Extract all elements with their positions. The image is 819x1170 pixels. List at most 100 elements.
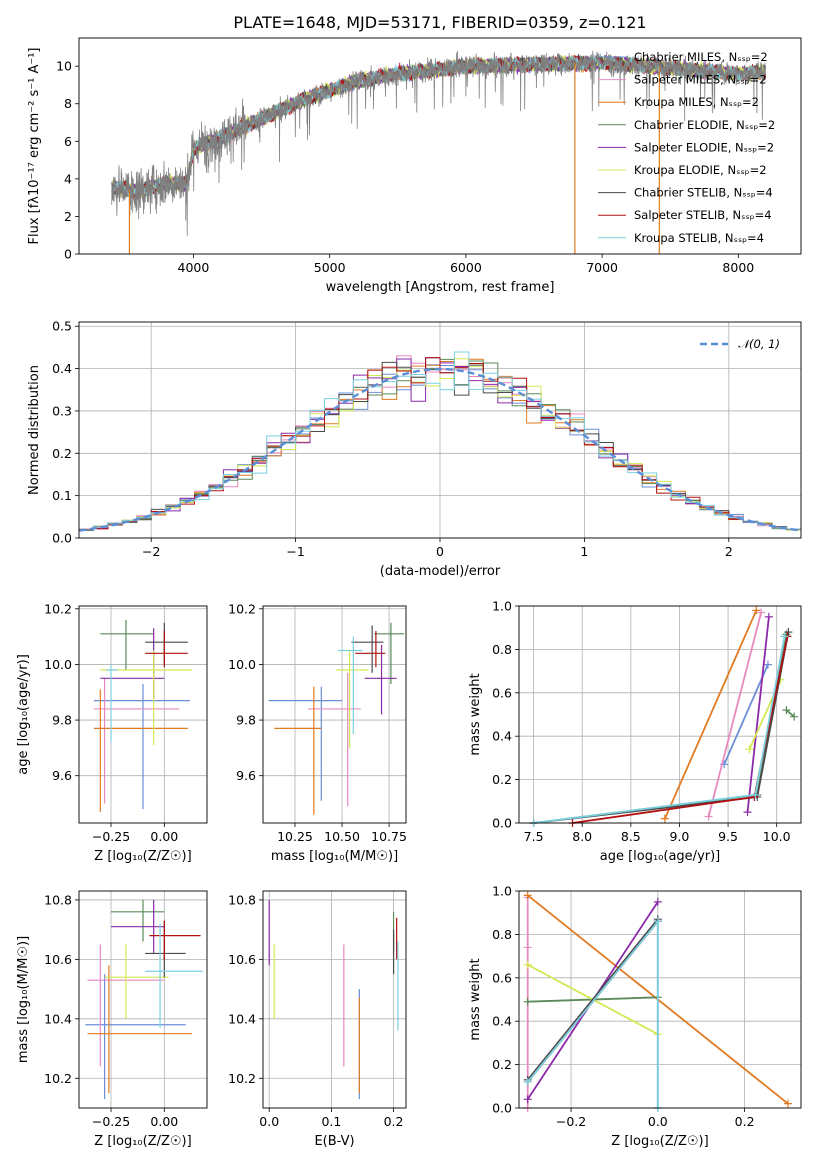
y-tick-label: 10.4 <box>228 1011 256 1026</box>
y-tick-label: 10.4 <box>44 1011 72 1026</box>
y-axis-label: mass weight <box>468 673 483 755</box>
weight-marker <box>523 960 532 969</box>
age-vs-Z-frame <box>78 605 208 824</box>
weight-line <box>527 918 659 1081</box>
x-tick-label: −0.2 <box>556 1114 586 1129</box>
x-tick-label: 0.1 <box>321 1114 341 1129</box>
x-tick-label: 2 <box>725 544 733 559</box>
x-tick-label: 8000 <box>722 260 754 275</box>
x-axis-label: age [log₁₀(age/yr)] <box>600 849 721 864</box>
x-tick-label: 4000 <box>178 260 210 275</box>
weight-line <box>785 709 795 718</box>
y-tick-label: 1.0 <box>492 884 512 899</box>
weight-marker <box>660 814 669 823</box>
y-tick-label: 0.8 <box>492 642 512 657</box>
x-tick-label: 1 <box>580 544 588 559</box>
y-tick-label: 9.6 <box>52 768 72 783</box>
weight-line <box>707 612 762 817</box>
histogram-step <box>79 351 801 531</box>
histogram-step <box>79 357 801 530</box>
y-tick-label: 6 <box>64 134 72 149</box>
weight-marker <box>523 943 532 952</box>
x-tick-label: 9.0 <box>670 829 690 844</box>
age-vs-mass-axes: 10.25 10.50 10.75 9.6 9.8 10.0 10.2 mass [log₁₀… <box>228 601 407 864</box>
x-tick-label: 9.5 <box>718 829 738 844</box>
legend-label: Kroupa MILES, Nₛₛₚ=2 <box>634 95 759 109</box>
y-tick-label: 0.4 <box>52 361 72 376</box>
y-tick-label: 0.1 <box>52 488 72 503</box>
y-tick-label: 0.8 <box>492 927 512 942</box>
y-tick-label: 10.0 <box>228 657 256 672</box>
x-tick-label: 8.5 <box>621 829 641 844</box>
x-tick-label: 0.00 <box>150 1114 178 1129</box>
y-tick-label: 0 <box>64 247 72 262</box>
x-axis-label: Z [log₁₀(Z/Z☉)] <box>94 1134 191 1149</box>
weight-marker <box>790 712 799 721</box>
x-tick-label: 6000 <box>450 260 482 275</box>
mass-weight-vs-Z-frame <box>518 890 802 1109</box>
y-tick-label: 0.0 <box>492 1101 512 1116</box>
y-axis-label: mass [log₁₀(M/M☉)] <box>16 936 31 1063</box>
histogram-plot <box>79 351 801 532</box>
mass-weight-vs-Z-lines <box>523 891 792 1112</box>
histogram-frame <box>78 321 802 539</box>
y-tick-label: 2 <box>64 209 72 224</box>
x-axis-label: mass [log₁₀(M/M☉)] <box>271 849 398 864</box>
spectrum-plot <box>111 50 767 254</box>
mass-weight-vs-age-lines <box>529 606 799 827</box>
weight-marker <box>704 812 713 821</box>
y-axis-label: Flux [fλ10⁻¹⁷ erg cm⁻² s⁻¹ A⁻¹] <box>27 48 42 245</box>
y-tick-label: 10.8 <box>228 892 256 907</box>
y-tick-label: 1.0 <box>492 599 512 614</box>
legend-label: 𝒩(0, 1) <box>738 337 780 351</box>
mass-weight-vs-age-frame <box>518 605 802 824</box>
y-tick-label: 10.2 <box>228 1071 256 1086</box>
y-axis-label: mass weight <box>468 958 483 1040</box>
weight-marker <box>780 632 789 641</box>
weight-marker <box>783 1099 792 1108</box>
x-tick-label: −0.25 <box>92 829 130 844</box>
x-axis-label: E(B-V) <box>314 1134 354 1149</box>
y-tick-label: 0.4 <box>492 1014 512 1029</box>
x-tick-label: 0.2 <box>735 1114 755 1129</box>
weight-marker <box>523 1095 532 1104</box>
spectrum-legend: Chabrier MILES, Nₛₛₚ=2 Salpeter MILES, Nₛ… <box>598 50 775 245</box>
y-tick-label: 10.0 <box>44 657 72 672</box>
y-tick-label: 0.4 <box>492 729 512 744</box>
mass-vs-EBV-axes: 0.0 0.1 0.2 10.2 10.4 10.6 10.8 E(B-V) <box>228 891 406 1149</box>
histogram-step <box>79 358 801 531</box>
data-line <box>111 50 766 236</box>
weight-marker <box>745 745 754 754</box>
legend-label: Salpeter MILES, Nₛₛₚ=2 <box>634 73 767 87</box>
mass-vs-EBV-frame <box>262 890 407 1109</box>
legend-label: Chabrier ELODIE, Nₛₛₚ=2 <box>634 118 775 132</box>
weight-marker <box>523 1077 532 1086</box>
y-tick-label: 0.2 <box>492 1057 512 1072</box>
y-tick-label: 0.2 <box>52 446 72 461</box>
weight-line <box>664 609 758 820</box>
y-tick-label: 0.2 <box>492 772 512 787</box>
weight-marker <box>523 997 532 1006</box>
x-tick-label: 10.0 <box>763 829 791 844</box>
histogram-legend: 𝒩(0, 1) <box>700 337 780 351</box>
figure-title: PLATE=1648, MJD=53171, FIBERID=0359, z=0… <box>233 13 646 32</box>
y-tick-label: 4 <box>64 171 72 186</box>
y-tick-label: 0.0 <box>52 531 72 546</box>
y-tick-label: 0.6 <box>492 685 512 700</box>
x-tick-label: 10.50 <box>324 829 360 844</box>
x-axis-label: (data-model)/error <box>380 564 501 579</box>
x-axis-label: Z [log₁₀(Z/Z☉)] <box>94 849 191 864</box>
weight-marker <box>763 660 772 669</box>
x-tick-label: 0.00 <box>150 829 178 844</box>
x-tick-label: 8.0 <box>572 829 592 844</box>
legend-label: Salpeter ELODIE, Nₛₛₚ=2 <box>634 140 774 154</box>
residuals-axes: −2 −1 0 1 2 0.0 0.1 0.2 0.3 0.4 0.5 (data-model)/er… <box>27 319 801 579</box>
spectrum-frame <box>78 37 802 255</box>
legend-label: Chabrier STELIB, Nₛₛₚ=4 <box>634 186 773 200</box>
x-tick-label: 0.2 <box>384 1114 404 1129</box>
y-axis-label: Normed distribution <box>27 365 42 495</box>
y-tick-label: 0.6 <box>492 970 512 985</box>
legend-label: Salpeter STELIB, Nₛₛₚ=4 <box>634 208 772 222</box>
x-tick-label: −0.25 <box>92 1114 130 1129</box>
